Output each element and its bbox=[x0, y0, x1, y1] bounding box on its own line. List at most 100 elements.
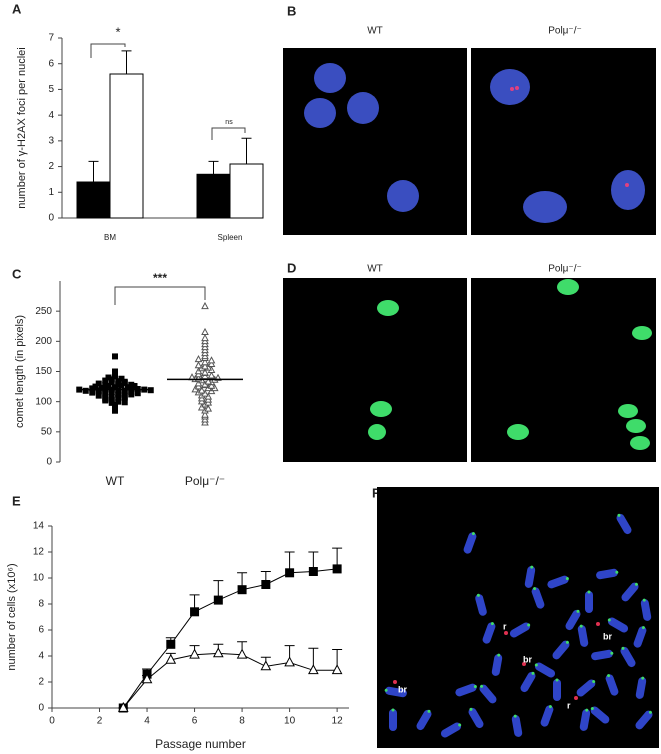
x-tick-label: 4 bbox=[144, 716, 150, 727]
chromosome bbox=[511, 715, 523, 737]
x-axis-label: Passage number bbox=[155, 737, 246, 751]
panel-letter: B bbox=[287, 3, 296, 18]
marker bbox=[102, 377, 109, 384]
marker bbox=[131, 382, 138, 389]
y-tick-label: 0 bbox=[48, 213, 54, 224]
micrograph bbox=[283, 48, 656, 235]
error-bar bbox=[88, 160, 99, 182]
telomere bbox=[607, 674, 611, 678]
chromosome bbox=[440, 722, 462, 738]
significance-bracket bbox=[211, 127, 246, 140]
marker bbox=[108, 399, 115, 406]
marker bbox=[108, 393, 115, 400]
telomere bbox=[490, 622, 494, 626]
y-tick-label: 100 bbox=[35, 396, 52, 407]
marker bbox=[141, 673, 153, 684]
marker bbox=[115, 378, 122, 385]
marker bbox=[125, 384, 131, 391]
chromosome bbox=[531, 587, 545, 609]
panel-letter: F bbox=[372, 485, 380, 500]
chromosome bbox=[389, 709, 397, 731]
y-tick-label: 8 bbox=[38, 599, 44, 610]
marker bbox=[112, 384, 118, 391]
marker bbox=[105, 382, 112, 389]
marker bbox=[121, 393, 128, 400]
telomere bbox=[587, 590, 591, 594]
marker bbox=[201, 358, 209, 366]
chromosome bbox=[579, 709, 591, 731]
significance: ns bbox=[225, 119, 233, 126]
marker bbox=[308, 567, 318, 576]
marker bbox=[92, 383, 99, 390]
marker bbox=[112, 368, 118, 375]
chromosome bbox=[534, 662, 556, 678]
marker bbox=[236, 648, 248, 659]
chromosome bbox=[565, 609, 581, 631]
y-tick-label: 4 bbox=[48, 110, 54, 121]
bar bbox=[196, 173, 231, 219]
marker bbox=[115, 390, 122, 397]
chromosome bbox=[577, 625, 589, 647]
x-tick-label: BM bbox=[104, 233, 116, 242]
x-tick-label: WT bbox=[106, 474, 125, 488]
marker bbox=[115, 395, 122, 402]
chromosome bbox=[475, 594, 487, 616]
x-tick-label: 10 bbox=[284, 716, 296, 727]
marker bbox=[112, 401, 118, 408]
image-label: Polμ⁻/⁻ bbox=[548, 26, 582, 37]
bar bbox=[76, 181, 111, 219]
y-tick-label: 4 bbox=[38, 651, 44, 662]
y-tick-label: 2 bbox=[38, 677, 44, 688]
telomere bbox=[513, 714, 517, 718]
marker bbox=[95, 392, 102, 399]
chromosome bbox=[607, 617, 629, 633]
telomere bbox=[548, 705, 552, 709]
chromosome bbox=[463, 532, 477, 554]
chromosome bbox=[640, 599, 652, 621]
marker bbox=[128, 389, 135, 396]
marker bbox=[165, 653, 177, 664]
marker bbox=[201, 327, 209, 336]
marker bbox=[89, 385, 96, 392]
y-tick-label: 250 bbox=[35, 306, 52, 317]
y-tick-label: 5 bbox=[48, 84, 54, 95]
marker bbox=[108, 376, 115, 383]
telomere bbox=[565, 640, 569, 644]
telomere bbox=[469, 707, 473, 711]
marker bbox=[197, 386, 206, 394]
marker bbox=[166, 639, 176, 649]
telomere bbox=[615, 570, 619, 574]
marker bbox=[194, 361, 203, 369]
marker bbox=[261, 580, 271, 589]
telomere bbox=[427, 709, 431, 713]
fusion-signal bbox=[574, 696, 578, 700]
annotation: br bbox=[523, 654, 532, 664]
chromosome bbox=[385, 686, 407, 698]
error-bar bbox=[208, 160, 219, 175]
telomere bbox=[473, 685, 477, 689]
y-tick-label: 14 bbox=[33, 521, 45, 532]
marker bbox=[112, 371, 118, 378]
significance: *** bbox=[153, 271, 167, 285]
chromosome bbox=[590, 706, 610, 724]
telomere bbox=[391, 708, 395, 712]
y-axis-label: number of γ-H2AX foci per nuclei bbox=[16, 47, 28, 208]
telomere bbox=[555, 678, 559, 682]
chromosome bbox=[509, 622, 531, 638]
marker bbox=[105, 374, 112, 381]
marker bbox=[102, 390, 109, 397]
marker bbox=[112, 353, 118, 360]
marker bbox=[115, 381, 122, 388]
marker bbox=[201, 410, 209, 418]
fusion-signal bbox=[596, 622, 600, 626]
y-tick-label: 50 bbox=[41, 426, 53, 437]
marker bbox=[118, 375, 125, 382]
marker bbox=[201, 301, 209, 310]
telomere bbox=[458, 723, 462, 727]
chromosome bbox=[616, 513, 632, 535]
marker bbox=[117, 701, 129, 712]
y-tick-label: 3 bbox=[48, 135, 54, 146]
telomere bbox=[621, 646, 625, 650]
y-tick-label: 10 bbox=[33, 573, 45, 584]
marker bbox=[82, 387, 89, 394]
